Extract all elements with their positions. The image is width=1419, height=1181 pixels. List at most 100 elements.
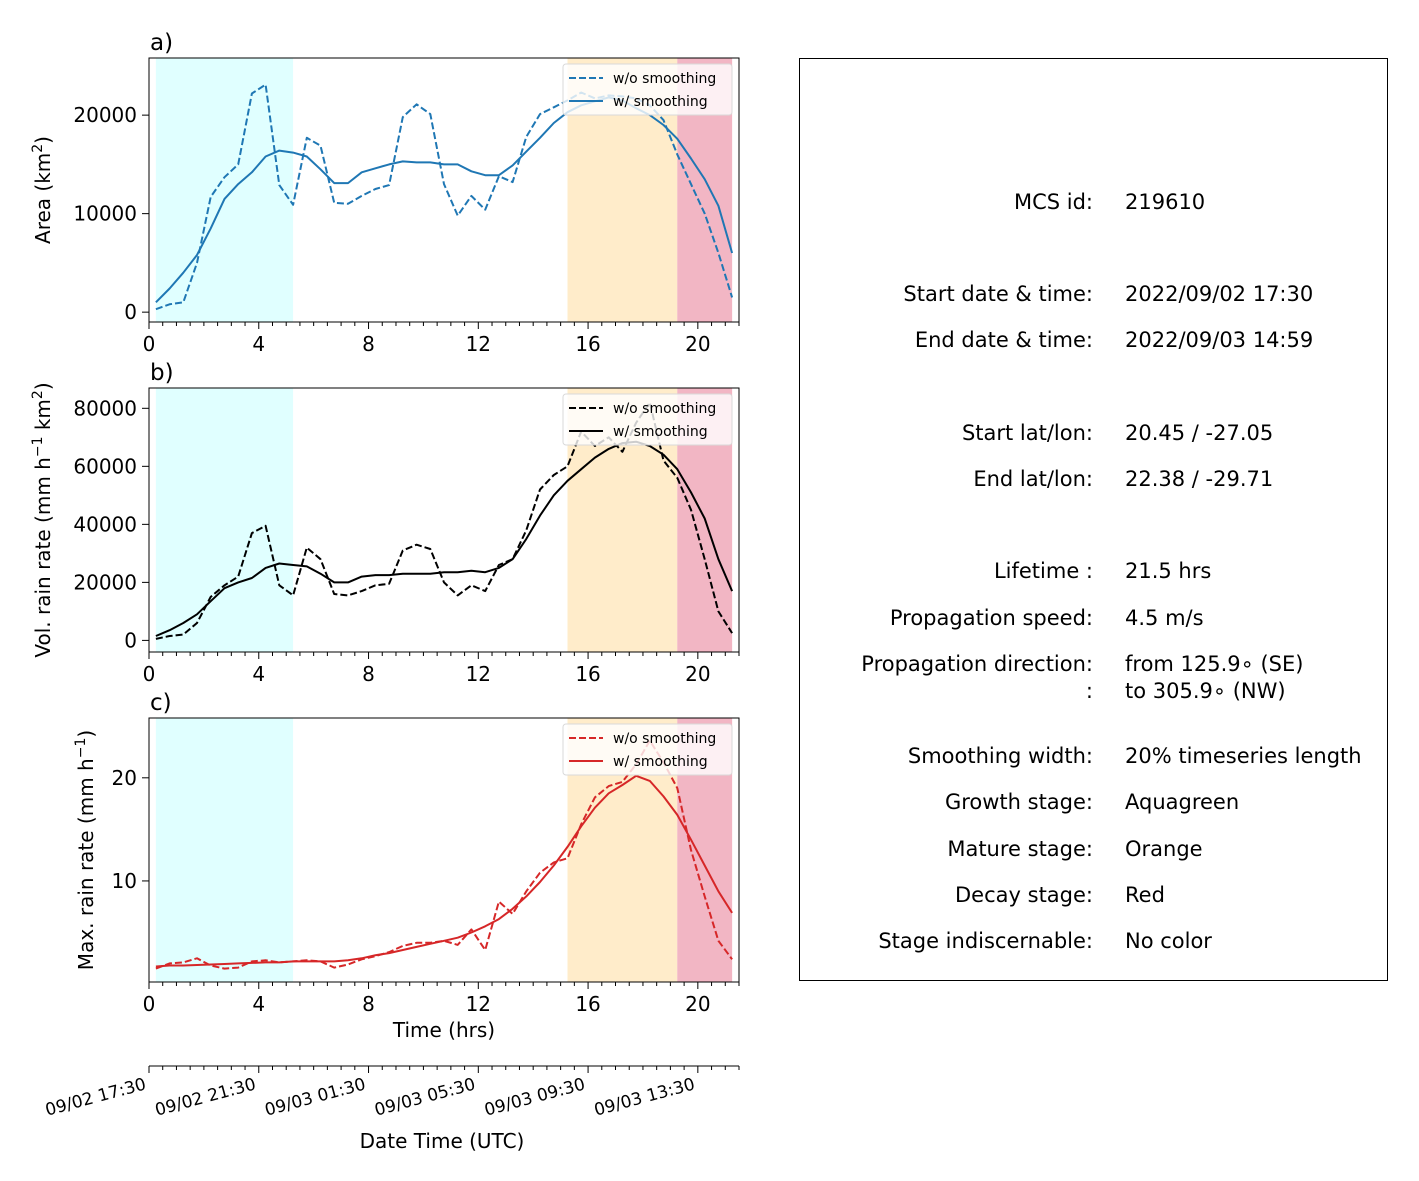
- y-tick-label: 10000: [73, 202, 137, 226]
- x-tick-label: 20: [685, 992, 710, 1016]
- axes-frame: [148, 717, 740, 983]
- y-tick-label: 80000: [73, 396, 137, 420]
- panel-c: 0 4 8 12 16 20 10 20 c) Max. rain rate (mm h−1) Ti…: [73, 690, 740, 1042]
- info-row-smoothing: Smoothing width: 20% timeseries length: [800, 743, 1389, 769]
- x-tick-label: 12: [466, 662, 491, 686]
- info-label: Mature stage:: [947, 837, 1093, 861]
- y-tick-label: 10: [112, 869, 137, 893]
- info-value: 21.5 hrs: [1125, 559, 1212, 583]
- info-value: 4.5 m/s: [1125, 606, 1204, 630]
- series-without-smoothing: [155, 83, 734, 311]
- x-tick-label: 16: [575, 992, 600, 1016]
- x-tick-label: 16: [575, 662, 600, 686]
- info-value: 2022/09/03 14:59: [1125, 328, 1314, 352]
- info-row-indiscernable: Stage indiscernable: No color: [800, 928, 1389, 954]
- info-row-end-datetime: End date & time: 2022/09/03 14:59: [800, 327, 1389, 353]
- info-value: to 305.9∘ (NW): [1125, 679, 1286, 703]
- datetime-tick-label: 09/03 13:30: [592, 1075, 697, 1121]
- info-value: 2022/09/02 17:30: [1125, 282, 1314, 306]
- info-row-start-datetime: Start date & time: 2022/09/02 17:30: [800, 281, 1389, 307]
- y-tick-label: 20000: [73, 103, 137, 127]
- info-label: MCS id:: [1013, 190, 1093, 214]
- datetime-axis-label: Date Time (UTC): [360, 1129, 525, 1153]
- datetime-tick-label: 09/03 09:30: [482, 1075, 587, 1121]
- info-label: Smoothing width:: [907, 744, 1093, 768]
- y-axis-label-superscript: 2: [30, 390, 46, 399]
- info-row-direction: Propagation direction: from 125.9∘ (SE): [800, 651, 1389, 677]
- legend-entry: w/o smoothing: [613, 71, 716, 87]
- info-label: :: [1085, 679, 1093, 703]
- info-row-mature: Mature stage: Orange: [800, 836, 1389, 862]
- x-tick-label: 20: [685, 332, 710, 356]
- y-tick-label: 60000: [73, 454, 137, 478]
- datetime-tick-label: 09/03 01:30: [263, 1075, 368, 1121]
- panel-a: 0 4 8 12 16 20 0 10000 20000 a) Area (km2) w/o smoo…: [30, 30, 740, 356]
- info-label: End lat/lon:: [973, 467, 1093, 491]
- legend-box: [562, 393, 733, 446]
- x-tick-label: 12: [466, 332, 491, 356]
- info-value: Aquagreen: [1125, 790, 1240, 814]
- x-axis-label: Time (hrs): [392, 1018, 495, 1042]
- legend: w/o smoothing w/ smoothing: [562, 393, 733, 446]
- y-tick-label: 0: [124, 300, 137, 324]
- panel-label: c): [150, 690, 172, 716]
- legend-entry: w/o smoothing: [613, 401, 716, 417]
- info-label: Lifetime :: [993, 559, 1093, 583]
- datetime-axis: 09/02 17:30 09/02 21:30 09/03 01:30 09/03 0…: [43, 1065, 740, 1153]
- y-axis-label: Vol. rain rate (mm h−1 km2): [30, 382, 55, 657]
- y-axis-label-part: ): [74, 730, 98, 738]
- x-tick-label: 0: [143, 992, 156, 1016]
- info-row-mcs-id: MCS id: 219610: [800, 189, 1389, 215]
- info-row-lifetime: Lifetime : 21.5 hrs: [800, 558, 1389, 584]
- info-label: Start date & time:: [903, 282, 1093, 306]
- y-axis-label-part: Vol. rain rate (mm h: [31, 457, 55, 658]
- y-axis-label-part: Max. rain rate (mm h: [74, 758, 98, 970]
- x-tick-label: 4: [252, 992, 265, 1016]
- x-tick-label: 0: [143, 332, 156, 356]
- growth-stage-band: [155, 718, 294, 982]
- info-row-growth: Growth stage: Aquagreen: [800, 789, 1389, 815]
- info-value: Red: [1125, 883, 1165, 907]
- info-label: Decay stage:: [955, 883, 1093, 907]
- y-axis-label-superscript: −1: [30, 437, 46, 458]
- series-without-smoothing: [155, 739, 733, 970]
- y-axis-label-part: ): [31, 382, 55, 390]
- panel-label: a): [150, 30, 173, 56]
- x-tick-label: 16: [575, 332, 600, 356]
- datetime-tick-label: 09/02 21:30: [153, 1075, 258, 1121]
- info-label: Growth stage:: [944, 790, 1093, 814]
- info-label: Start lat/lon:: [961, 421, 1093, 445]
- legend-box: [562, 723, 733, 776]
- info-value: No color: [1125, 929, 1212, 953]
- y-axis-label-part: ): [31, 136, 55, 144]
- mcs-info-panel: MCS id: 219610 Start date & time: 2022/0…: [799, 58, 1388, 981]
- x-tick-label: 20: [685, 662, 710, 686]
- info-row-end-latlon: End lat/lon: 22.38 / -29.71: [800, 466, 1389, 492]
- y-tick-label: 40000: [73, 512, 137, 536]
- growth-stage-band: [155, 388, 294, 652]
- panel-b: 0 4 8 12 16 20 0 20000 40000 60000 80000 b) Vol. rai…: [30, 360, 740, 686]
- y-axis-label-superscript: −1: [73, 738, 89, 759]
- x-tick-label: 8: [362, 662, 375, 686]
- y-tick-label: 20: [112, 766, 137, 790]
- y-axis-label-part: km: [31, 399, 55, 436]
- info-row-decay: Decay stage: Red: [800, 882, 1389, 908]
- info-row-speed: Propagation speed: 4.5 m/s: [800, 605, 1389, 631]
- info-value: 22.38 / -29.71: [1125, 467, 1274, 491]
- info-value: from 125.9∘ (SE): [1125, 652, 1304, 676]
- legend: w/o smoothing w/ smoothing: [562, 723, 733, 776]
- info-row-direction-to: : to 305.9∘ (NW): [800, 678, 1389, 704]
- x-tick-label: 8: [362, 332, 375, 356]
- info-value: Orange: [1125, 837, 1203, 861]
- x-tick-label: 4: [252, 332, 265, 356]
- legend-entry: w/ smoothing: [613, 754, 708, 770]
- datetime-tick-label: 09/02 17:30: [43, 1075, 148, 1121]
- legend-entry: w/ smoothing: [613, 424, 708, 440]
- datetime-tick-label: 09/03 05:30: [373, 1075, 478, 1121]
- y-axis-label-superscript: 2: [30, 144, 46, 153]
- x-tick-label: 4: [252, 662, 265, 686]
- panel-label: b): [150, 360, 174, 386]
- info-label: Stage indiscernable:: [878, 929, 1093, 953]
- info-label: End date & time:: [914, 328, 1093, 352]
